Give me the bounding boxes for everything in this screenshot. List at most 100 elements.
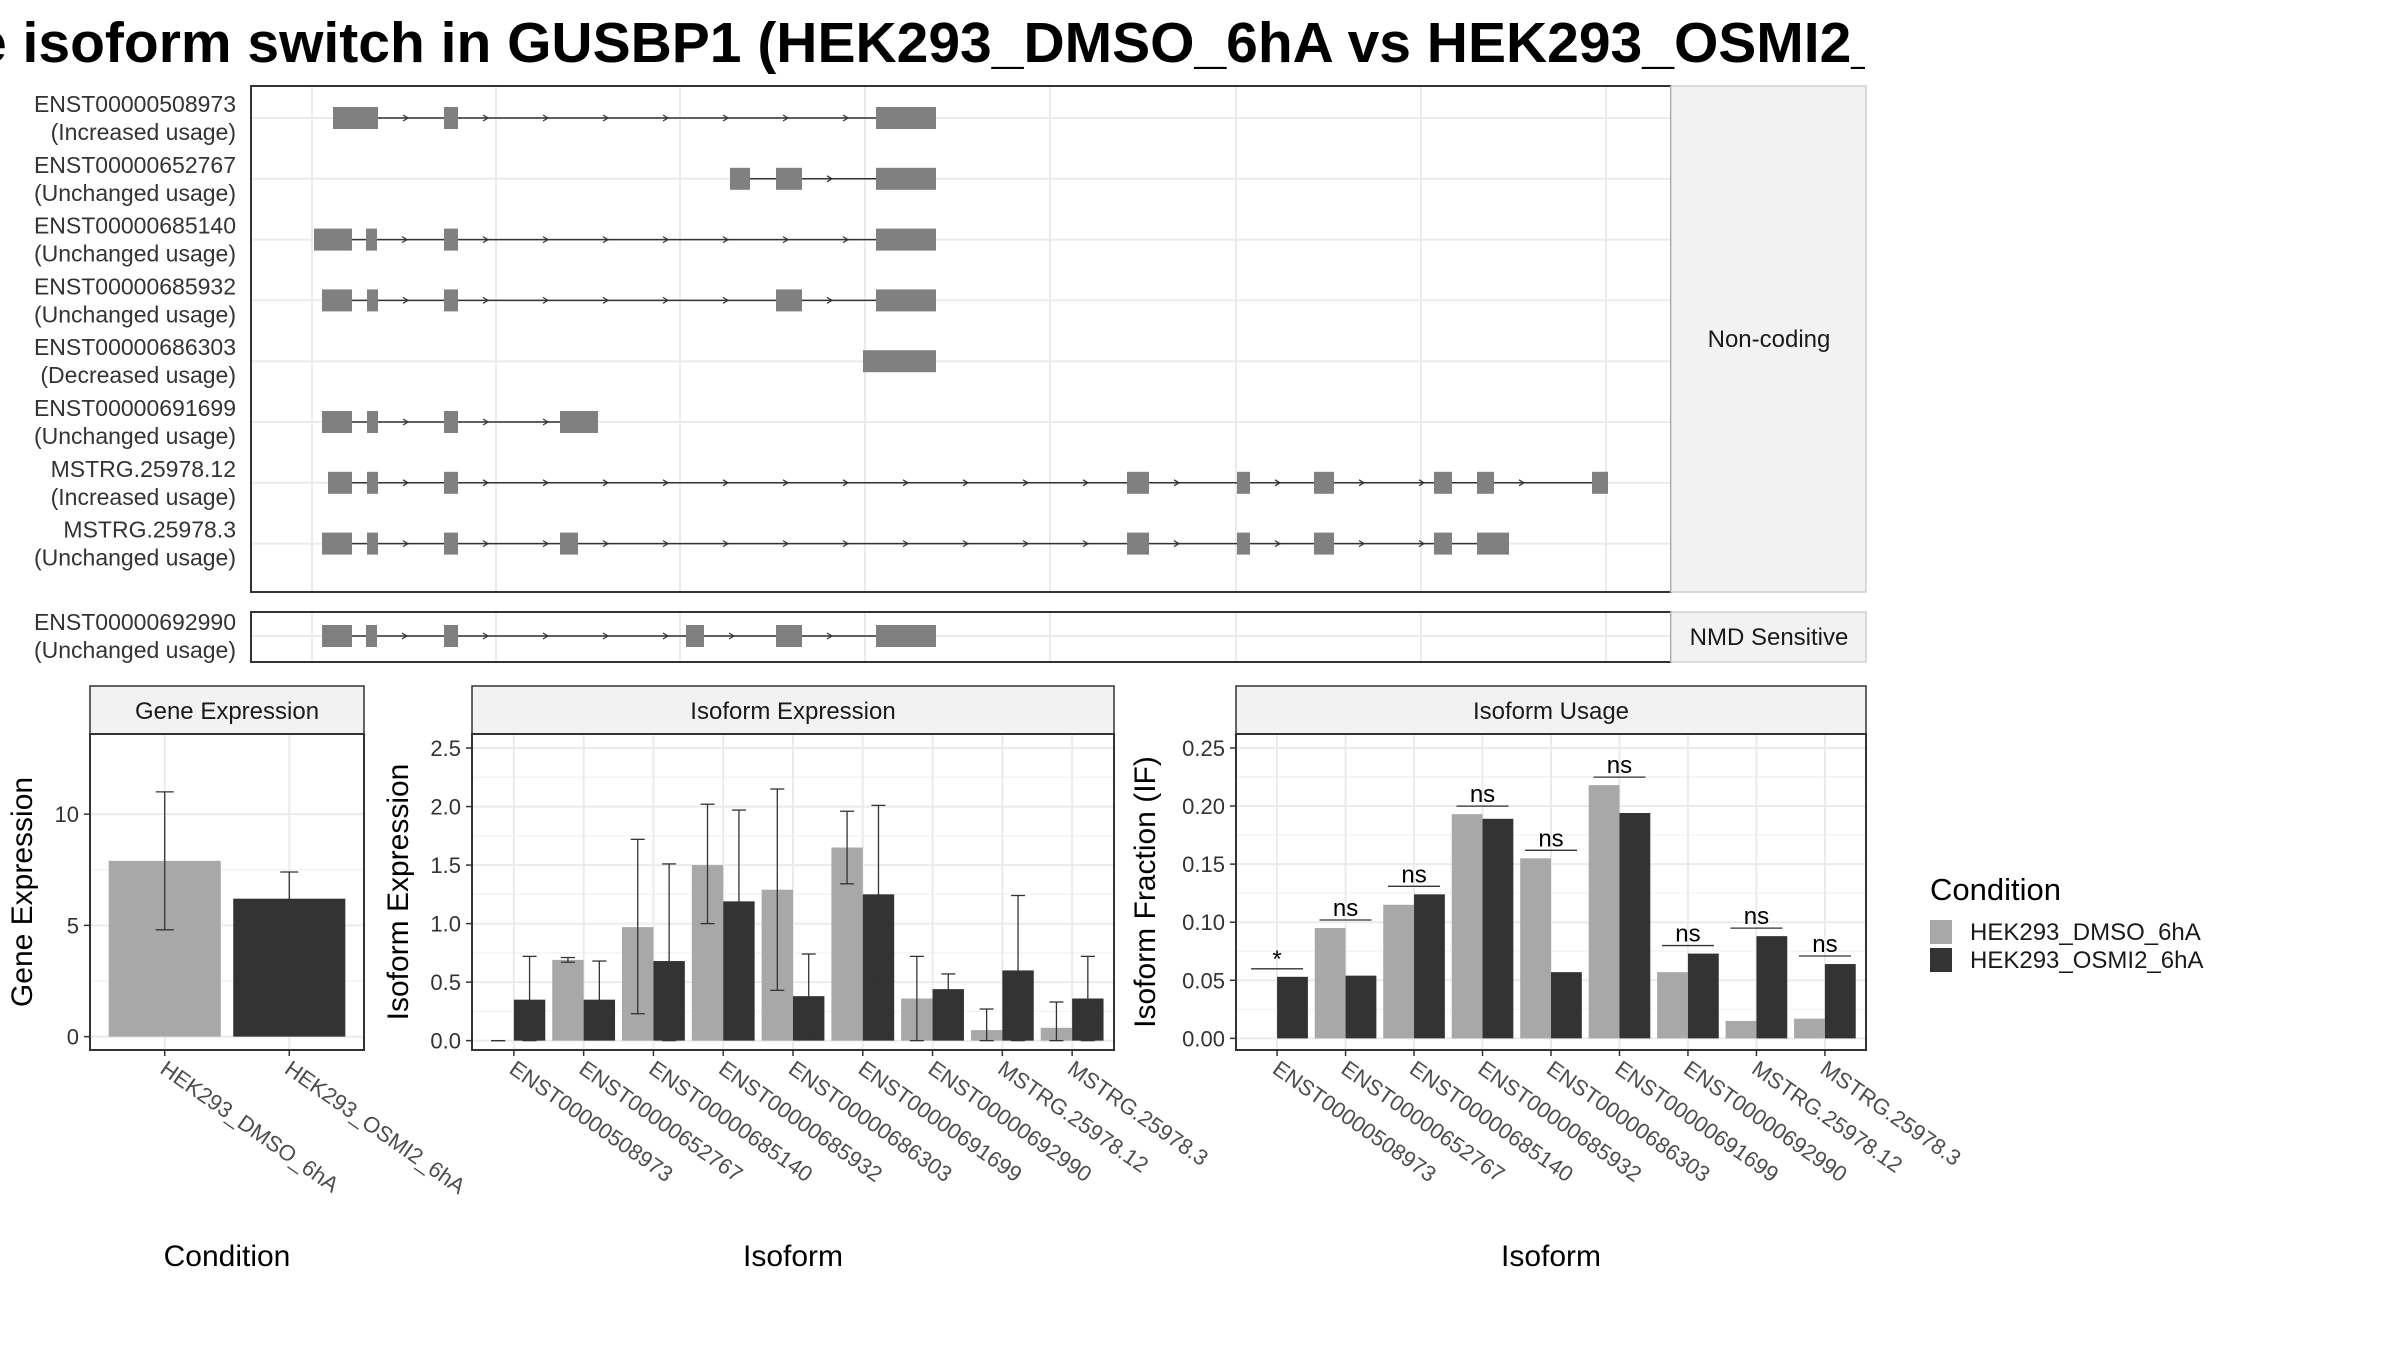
noncoding-strand-arrow [962,540,970,548]
noncoding-strand-arrow [662,540,670,548]
legend-title: Condition [1930,872,2061,907]
isoform-usage-significance-label: ns [1470,781,1495,808]
isoform-usage-bar [1314,928,1346,1039]
noncoding-exon [560,411,598,433]
isoform-usage-title: Isoform Usage [1473,698,1629,725]
isoform-usage-y-tick-label: 0.00 [1182,1026,1225,1051]
transcript-id-label: MSTRG.25978.3 [63,517,236,543]
isoform-usage-significance-label: ns [1675,921,1700,948]
noncoding-exon [444,289,458,312]
noncoding-strand-arrow [842,479,850,487]
transcript-id-label: ENST00000508973 [34,91,236,117]
isoform-usage-bar [1725,1020,1757,1039]
nmd-facet-label: NMD Sensitive [1690,624,1849,651]
noncoding-strand-arrow [902,540,910,548]
transcript-usage-label: (Increased usage) [51,119,236,145]
noncoding-strand-arrow [1358,479,1366,487]
legend-label: HEK293_DMSO_6hA [1970,919,2201,946]
gene-expression-y-axis-title: Gene Expression [6,777,39,1007]
nmd-strand-arrow [662,632,670,640]
isoform-usage-bar [1687,953,1719,1039]
isoform-expression-y-tick-label: 0.5 [430,970,461,995]
isoform-expression-x-axis-title: Isoform [743,1240,843,1273]
noncoding-strand-arrow [402,479,410,487]
noncoding-exon [1477,532,1486,555]
noncoding-strand-arrow [1022,540,1030,548]
noncoding-exon [366,228,377,251]
noncoding-strand-arrow [402,114,410,122]
noncoding-exon [322,532,352,555]
noncoding-exon [444,107,458,129]
noncoding-strand-arrow [782,479,790,487]
isoform-expression-y-tick-label: 1.0 [430,912,461,937]
noncoding-strand-arrow [782,540,790,548]
transcript-id-label: ENST00000685140 [34,213,236,239]
isoform-expression-title-strip [471,685,1115,735]
noncoding-strand-arrow [662,236,670,244]
noncoding-strand-arrow [662,479,670,487]
noncoding-exon [345,228,352,251]
page-title: e isoform switch in GUSBP1 (HEK293_DMSO_… [0,11,1865,75]
isoform-expression-title: Isoform Expression [690,698,895,725]
isoform-usage-significance-label: ns [1812,931,1837,958]
noncoding-exon [1486,471,1494,494]
isoform-usage-y-tick-label: 0.15 [1182,852,1225,877]
nmd-exon [366,625,377,647]
noncoding-exon [322,411,352,433]
isoform-expression-y-tick-label: 1.5 [430,853,461,878]
transcript-id-label: ENST00000691699 [34,395,236,421]
noncoding-strand-arrow [602,296,610,304]
noncoding-exon [1477,471,1486,494]
isoform-usage-plot-border [1235,733,1867,1051]
isoform-usage-significance-label: ns [1744,903,1769,930]
nmd-strand-arrow [728,632,736,640]
noncoding-strand-arrow [542,540,550,548]
noncoding-strand-arrow [482,236,490,244]
noncoding-exon [444,228,458,251]
noncoding-strand-arrow [482,479,490,487]
noncoding-strand-arrow [542,296,550,304]
gene-expression-y-tick-label: 10 [55,802,79,827]
noncoding-exon [367,471,378,494]
isoform-expression-bar [552,959,584,1041]
noncoding-strand-arrow [1418,479,1426,487]
nmd-strand-arrow [826,632,834,640]
noncoding-exon [1237,471,1250,494]
gene-expression-title: Gene Expression [135,698,319,725]
noncoding-strand-arrow [482,296,490,304]
isoform-usage-significance-label: ns [1401,861,1426,888]
noncoding-strand-arrow [662,114,670,122]
noncoding-exon [1127,471,1149,494]
noncoding-exon [444,471,458,494]
noncoding-strand-arrow [842,540,850,548]
nmd-exon [345,625,352,647]
noncoding-facet-strip [1670,85,1867,593]
noncoding-exon [876,289,936,312]
nmd-exon [776,625,782,647]
noncoding-strand-arrow [722,114,730,122]
noncoding-strand-arrow [401,236,409,244]
noncoding-strand-arrow [542,479,550,487]
transcript-usage-label: (Unchanged usage) [34,545,236,571]
noncoding-strand-arrow [722,479,730,487]
noncoding-strand-arrow [1418,540,1426,548]
nmd-exon [876,625,936,647]
noncoding-strand-arrow [1274,479,1282,487]
isoform-usage-bar [1451,814,1483,1039]
noncoding-strand-arrow [602,479,610,487]
isoform-usage-bar [1414,894,1445,1039]
isoform-expression-y-tick-label: 0.0 [430,1029,461,1054]
noncoding-exon [1314,471,1334,494]
noncoding-strand-arrow [826,296,834,304]
noncoding-panel-bg [251,86,1671,592]
isoform-expression-y-axis-title: Isoform Expression [382,764,415,1021]
isoform-usage-bar [1277,976,1308,1039]
noncoding-exon [560,532,578,555]
isoform-usage-title-strip [1235,685,1867,735]
noncoding-exon [1237,532,1250,555]
noncoding-strand-arrow [1173,479,1181,487]
isoform-usage-significance-label: * [1272,946,1281,973]
transcript-id-label: ENST00000692990 [34,609,236,635]
isoform-usage-bar [1756,936,1788,1039]
noncoding-exon [444,532,458,555]
